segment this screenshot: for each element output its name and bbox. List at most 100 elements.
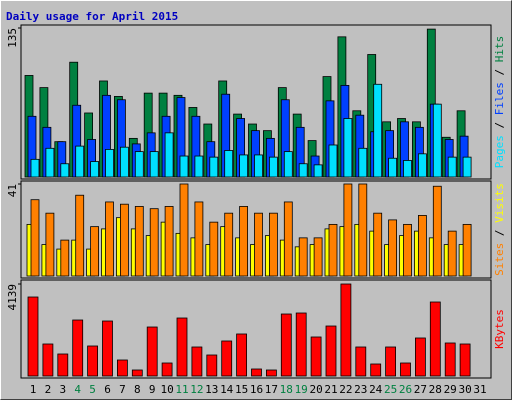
bar [313, 164, 323, 178]
x-tick-label: 31 [473, 383, 486, 396]
legend-entry: Sites [493, 243, 506, 276]
bar [370, 363, 382, 377]
bar [75, 194, 85, 277]
x-tick-label: 5 [89, 383, 96, 396]
x-tick-label: 15 [235, 383, 248, 396]
bar [444, 342, 456, 377]
x-tick-label: 9 [149, 383, 156, 396]
bar [403, 160, 412, 178]
x-tick-label: 26 [399, 383, 412, 396]
bar [254, 154, 263, 178]
bar [358, 147, 368, 178]
bar [149, 151, 159, 178]
bar [429, 301, 441, 377]
x-tick-label: 27 [414, 383, 427, 396]
x-tick-label: 21 [324, 383, 337, 396]
bar [265, 369, 277, 377]
bar [298, 163, 308, 178]
bar [328, 223, 338, 277]
legend-entry: Hits [493, 36, 506, 63]
plot-area [20, 279, 492, 379]
bar [388, 219, 398, 277]
bar [161, 362, 173, 377]
x-tick-label: 29 [444, 383, 457, 396]
bar [209, 221, 219, 277]
bar [120, 203, 129, 277]
x-tick-label: 7 [119, 383, 126, 396]
bar [45, 212, 55, 277]
bar [30, 158, 40, 178]
bar [57, 353, 69, 377]
bar [30, 199, 40, 277]
x-tick-label: 12 [190, 383, 203, 396]
legend-entry: KBytes [493, 309, 506, 349]
x-tick-label: 11 [175, 383, 188, 396]
bar [251, 368, 262, 377]
x-tick-label: 20 [309, 383, 322, 396]
bar [131, 369, 143, 377]
chart-title: Daily usage for April 2015 [6, 10, 178, 23]
x-tick-label: 17 [265, 383, 278, 396]
bar [221, 340, 233, 377]
x-tick-label: 14 [220, 383, 234, 396]
bar [403, 223, 412, 277]
bar [295, 312, 307, 377]
bar [343, 183, 353, 277]
bar [313, 237, 323, 277]
bar [224, 212, 234, 277]
bar [206, 354, 218, 377]
legend-separator: / [493, 223, 506, 243]
bar [149, 208, 159, 277]
bar [191, 346, 203, 377]
bar [45, 147, 55, 178]
x-tick-label: 18 [280, 383, 293, 396]
bar [310, 336, 322, 377]
bar [239, 206, 249, 277]
bar [90, 226, 99, 277]
bar [75, 145, 85, 178]
bar [117, 359, 128, 377]
legend-separator: / [493, 62, 506, 82]
x-tick-label: 28 [429, 383, 442, 396]
x-tick-label: 23 [354, 383, 367, 396]
bar [388, 157, 398, 178]
legend: KBytes [493, 309, 506, 349]
bar [176, 317, 188, 377]
legend-entry: Pages [493, 135, 506, 168]
bar [120, 146, 129, 178]
bar [340, 283, 352, 377]
bar [134, 206, 144, 277]
bar [298, 237, 308, 277]
x-tick-label: 16 [250, 383, 263, 396]
x-tick-label: 4 [74, 383, 81, 396]
bar [343, 118, 353, 178]
bar [328, 144, 338, 178]
bar [209, 156, 219, 178]
bar [432, 185, 442, 277]
y-tick-label: 41 [6, 184, 19, 197]
bar [459, 343, 471, 377]
x-tick-label: 30 [458, 383, 471, 396]
bar [179, 155, 189, 178]
bar [164, 132, 174, 178]
bar [42, 343, 54, 377]
bar [432, 103, 442, 178]
bar [179, 183, 189, 277]
x-tick-label: 19 [295, 383, 308, 396]
x-tick-label: 3 [59, 383, 66, 396]
bar [105, 149, 114, 178]
bar [417, 215, 427, 277]
bar [462, 156, 472, 178]
bar [417, 153, 427, 178]
x-tick-label: 22 [339, 383, 352, 396]
bar [87, 345, 98, 377]
x-tick-label: 25 [384, 383, 397, 396]
x-tick-label: 8 [134, 383, 141, 396]
legend-entry: Visits [493, 183, 506, 223]
bar [194, 155, 204, 178]
legend: Pages / Files / Hits [493, 36, 506, 169]
bar [414, 337, 426, 377]
legend-separator: / [493, 115, 506, 135]
